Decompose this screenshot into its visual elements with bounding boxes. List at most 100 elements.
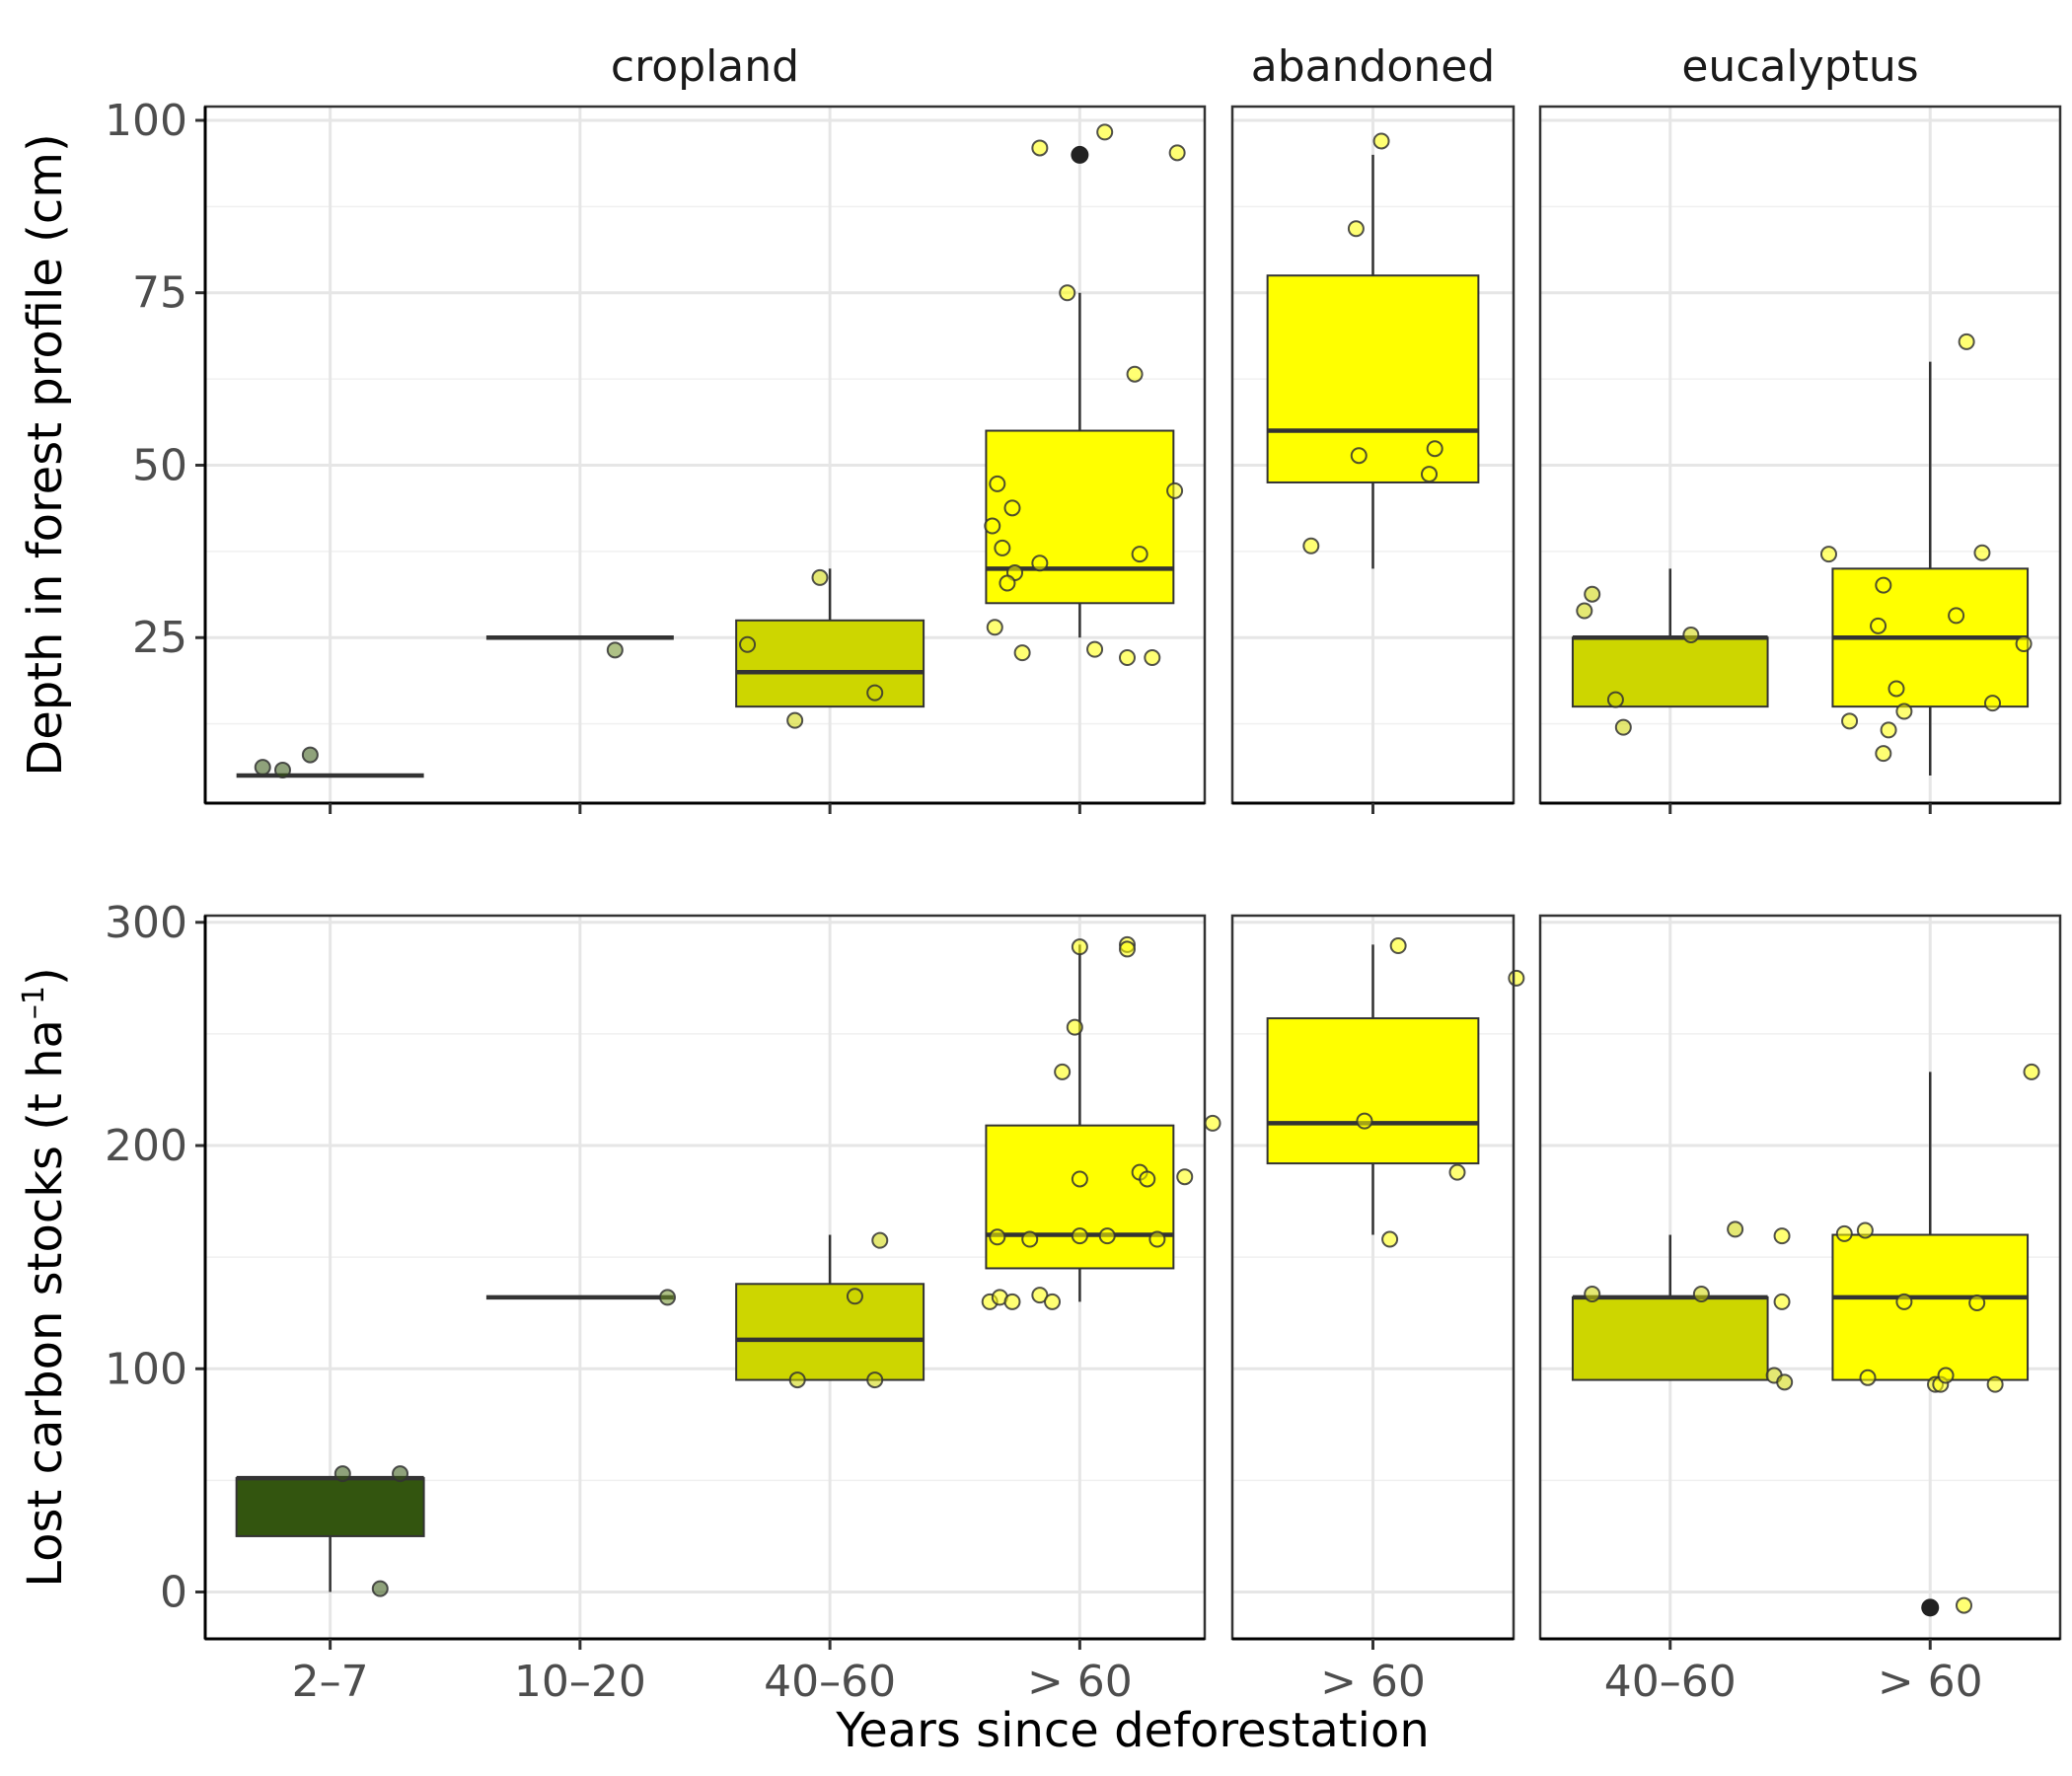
y-tick-label-depth: 75: [132, 268, 187, 319]
data-point: [1031, 1287, 1049, 1304]
data-point: [1096, 123, 1114, 141]
data-point: [1086, 640, 1104, 658]
data-point: [1576, 602, 1593, 620]
data-point: [1003, 499, 1021, 517]
box-body: [985, 1124, 1175, 1270]
data-point: [1389, 937, 1407, 955]
data-point: [1426, 440, 1443, 458]
data-point: [274, 761, 292, 778]
box-carbon-cropland-10–20: [485, 1289, 677, 1306]
data-point: [1031, 555, 1049, 572]
data-point: [1126, 365, 1144, 383]
data-point: [986, 619, 1003, 636]
data-point: [1139, 1170, 1156, 1188]
data-point: [1071, 1170, 1088, 1188]
box-body: [1571, 636, 1769, 708]
data-point: [1059, 284, 1076, 302]
data-point: [1968, 1295, 1986, 1312]
y-tick-label-depth: 50: [132, 440, 187, 490]
data-point: [1895, 703, 1913, 720]
panel-depth-cropland: [203, 105, 1207, 814]
data-point: [392, 1465, 409, 1483]
data-point: [1372, 132, 1390, 150]
y-tick-label-carbon: 200: [105, 1121, 187, 1171]
data-point: [989, 1228, 1006, 1246]
data-point: [1875, 745, 1892, 763]
box-depth-cropland-2–7: [236, 746, 424, 778]
data-point: [1584, 585, 1601, 603]
y-axis-title-carbon: Lost carbon stocks (t ha–1): [17, 967, 73, 1588]
box-body: [735, 1283, 925, 1381]
data-point: [254, 759, 271, 777]
data-point: [866, 684, 884, 702]
data-point: [786, 711, 804, 729]
data-point: [1204, 1114, 1221, 1132]
data-point: [1356, 1112, 1373, 1130]
data-point: [1508, 969, 1525, 987]
x-axis-title: Years since deforestation: [835, 1703, 1430, 1758]
x-tick-label-cropland: 2–7: [292, 1657, 369, 1707]
data-point: [1347, 220, 1365, 238]
data-point: [1895, 1293, 1913, 1310]
data-point: [1166, 481, 1184, 499]
data-point: [1118, 649, 1136, 667]
box-depth-cropland-10–20: [485, 634, 674, 659]
data-point: [1606, 691, 1624, 708]
data-point: [606, 641, 624, 659]
panel-carbon-eucalyptus: 40–60 > 60: [1538, 914, 2062, 1707]
facet-label-cropland: cropland: [611, 41, 799, 92]
data-point: [1118, 940, 1136, 958]
data-point: [1875, 576, 1892, 594]
box-body: [735, 619, 925, 708]
data-point: [1054, 1063, 1072, 1080]
data-point: [1614, 718, 1632, 736]
data-point: [1870, 617, 1887, 634]
box-carbon-eucalyptus-40–60: [1571, 1221, 1794, 1391]
data-point: [984, 517, 1001, 535]
data-point: [866, 1371, 884, 1389]
data-point: [1856, 1221, 1874, 1239]
data-point: [1044, 1293, 1062, 1310]
x-tick-label-cropland: > 60: [1027, 1657, 1133, 1707]
box-depth-eucalyptus-> 60: [1819, 333, 2033, 777]
y-tick-label-depth: 25: [132, 613, 187, 663]
x-tick-label-cropland: 10–20: [514, 1657, 646, 1707]
data-point: [1692, 1285, 1710, 1302]
data-point: [871, 1231, 889, 1249]
data-point: [1176, 1168, 1194, 1186]
data-point: [1144, 649, 1161, 667]
data-point: [2015, 635, 2033, 653]
data-point: [1071, 938, 1088, 956]
panel-depth-eucalyptus: [1538, 105, 2062, 814]
box-depth-cropland-40–60: [735, 568, 925, 729]
data-point: [1859, 1369, 1877, 1386]
data-point: [846, 1288, 863, 1305]
data-point: [1013, 644, 1031, 662]
data-point: [1148, 1230, 1166, 1248]
x-tick-label-abandoned: > 60: [1320, 1657, 1426, 1707]
y-tick-label-carbon: 300: [105, 898, 187, 948]
x-tick-label-cropland: 40–60: [764, 1657, 896, 1707]
box-body: [1266, 1017, 1480, 1165]
data-point: [999, 574, 1016, 592]
data-point: [1983, 695, 2001, 712]
y-axis-title-depth: Depth in forest profile (cm): [18, 133, 73, 777]
box-carbon-cropland-> 60: [981, 935, 1194, 1310]
data-point: [788, 1371, 806, 1389]
data-point: [1948, 607, 1965, 625]
data-point: [989, 475, 1006, 492]
data-point: [1584, 1285, 1601, 1302]
y-axis-title-text: Depth in forest profile (cm): [18, 133, 73, 777]
data-point: [1958, 333, 1975, 350]
data-point: [1381, 1230, 1399, 1248]
box-carbon-cropland-40–60: [735, 1231, 925, 1389]
data-point: [739, 635, 757, 653]
data-point: [1819, 546, 1837, 563]
box-body: [235, 1477, 425, 1537]
data-point: [1021, 1230, 1039, 1248]
data-point: [1937, 1367, 1955, 1384]
y-axis-title-superscript: –1: [17, 986, 51, 1019]
data-point: [1098, 1227, 1116, 1245]
box-depth-eucalyptus-40–60: [1571, 568, 1769, 736]
data-point: [1727, 1221, 1744, 1238]
